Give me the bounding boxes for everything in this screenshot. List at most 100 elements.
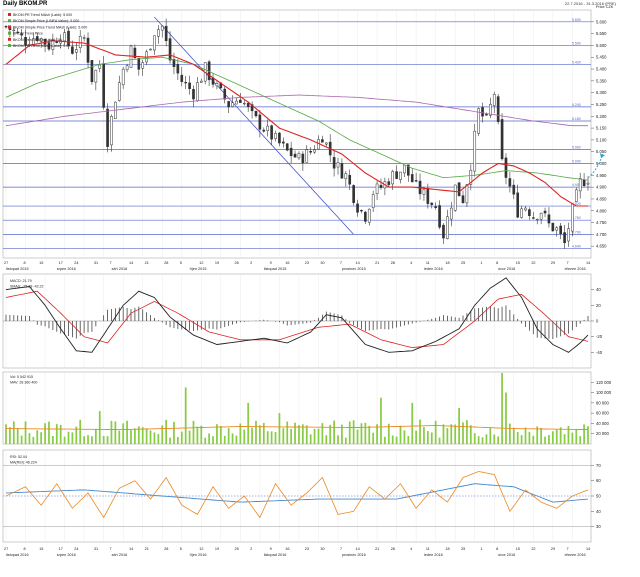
candle-body <box>457 182 461 197</box>
candle-body <box>442 224 445 239</box>
volume-bar <box>532 435 535 444</box>
volume-bar <box>571 432 574 444</box>
candle-body <box>348 174 352 185</box>
candle-body <box>266 125 270 131</box>
candle-body <box>465 184 469 204</box>
y-tick-label: 60 000 <box>596 411 609 416</box>
x-tick-label: 29 <box>551 261 555 265</box>
price-chart: 5.600 5.500 5.420 5.240 5.180 5.060 5.000 4.900… <box>2 5 614 271</box>
candle-body <box>278 132 281 144</box>
volume-bar <box>235 435 238 444</box>
volume-bar <box>344 437 347 444</box>
volume-bar <box>87 435 89 444</box>
candle-body <box>489 104 492 116</box>
volume-bar <box>442 424 445 444</box>
month-label: říjen 2015 <box>190 267 207 271</box>
volume-bar <box>79 419 82 444</box>
candle-body <box>289 147 293 157</box>
legend-swatch <box>8 19 11 23</box>
volume-bar <box>391 435 394 444</box>
candle-body <box>168 38 172 61</box>
x-tick-label: 15 <box>39 261 43 265</box>
volume-bar <box>255 420 257 444</box>
candle-body <box>242 102 246 105</box>
candle-body <box>12 29 16 32</box>
y-tick-label: 4.650 <box>596 244 607 249</box>
x-tick-label: 14 <box>356 547 360 551</box>
volume-bar <box>44 423 46 444</box>
volume-bar <box>512 427 515 444</box>
volume-bar <box>243 429 246 444</box>
candle-body <box>481 107 484 117</box>
month-label: listopad 2016 <box>264 553 287 557</box>
volume-bar <box>462 422 464 444</box>
candle-body <box>285 143 289 151</box>
volume-bar <box>9 427 11 444</box>
candle-body <box>305 149 309 163</box>
x-tick-label: 27 <box>4 547 8 551</box>
volume-bar <box>270 431 273 444</box>
candle-body <box>78 35 82 49</box>
x-tick-label: 2 <box>250 261 252 265</box>
candle-body <box>262 129 266 132</box>
rsi-panel: 30 40 50 60 70 RSI: 52.04 MA(RSI): 46.224 27 8 15… <box>0 446 640 577</box>
y-tick-label: -20 <box>596 334 603 339</box>
x-tick-label: 23 <box>305 547 309 551</box>
volume-bar <box>40 432 43 444</box>
legend-entry: BKOM.PR Trend MAsh (Lakb): 5.000 <box>13 13 72 17</box>
volume-bar <box>48 421 50 444</box>
x-tick-label: 23 <box>305 261 309 265</box>
volume-bar <box>325 435 328 444</box>
candle-body <box>188 82 191 89</box>
volume-bar <box>204 437 207 444</box>
volume-bar <box>540 427 543 444</box>
macd-panel: -40 -20 0 20 40 MACD: 21.79 SMAS: -25.28 -42.2… <box>0 270 640 370</box>
x-tick-label: 24 <box>74 547 78 551</box>
candle-body <box>110 116 113 146</box>
legend-entry: MAV: 28 360 400 <box>10 381 37 385</box>
volume-bar <box>114 421 117 444</box>
month-label: leden 2016 <box>424 267 443 271</box>
candle-body <box>422 189 426 195</box>
candle-body <box>133 47 137 59</box>
volume-bar <box>51 435 54 444</box>
volume-bar <box>399 425 402 444</box>
candle-body <box>235 100 238 105</box>
volume-bar <box>145 428 148 444</box>
volume-bar <box>364 422 367 444</box>
candle-body <box>282 141 285 144</box>
support-line-label: 5.600 <box>572 18 581 22</box>
candle-body <box>332 157 336 169</box>
candle-body <box>539 212 543 220</box>
volume-bar <box>505 392 507 444</box>
volume-bar <box>583 424 585 444</box>
y-tick-label: 5.000 <box>596 161 607 166</box>
month-label: srpen 2016 <box>57 553 76 557</box>
x-tick-label: 1 <box>481 547 483 551</box>
y-tick-label: 5.400 <box>596 67 607 72</box>
y-tick-label: 5.050 <box>596 149 607 154</box>
x-tick-label: 8 <box>496 261 498 265</box>
volume-bar <box>481 437 484 444</box>
volume-bar <box>247 402 250 444</box>
candle-body <box>90 60 94 83</box>
macd-chart: -40 -20 0 20 40 MACD: 21.79 SMAS: -25.28 -42.2… <box>2 273 603 369</box>
ma-long-line <box>5 94 588 127</box>
month-label: září 2016 <box>111 553 127 557</box>
candle-body <box>512 184 516 195</box>
x-tick-label: 25 <box>461 261 465 265</box>
volume-bar <box>83 436 85 444</box>
volume-bar <box>259 425 261 444</box>
volume-bar <box>536 426 539 444</box>
x-tick-label: 15 <box>39 547 43 551</box>
candle-body <box>184 81 187 84</box>
x-tick-label: 15 <box>516 547 520 551</box>
x-tick-label: 9 <box>270 547 272 551</box>
x-tick-label: 31 <box>94 261 98 265</box>
x-tick-label: 18 <box>445 261 449 265</box>
legend-swatch <box>8 37 11 41</box>
candle-body <box>500 119 504 160</box>
candle-body <box>375 183 379 194</box>
candle-body <box>504 157 508 178</box>
